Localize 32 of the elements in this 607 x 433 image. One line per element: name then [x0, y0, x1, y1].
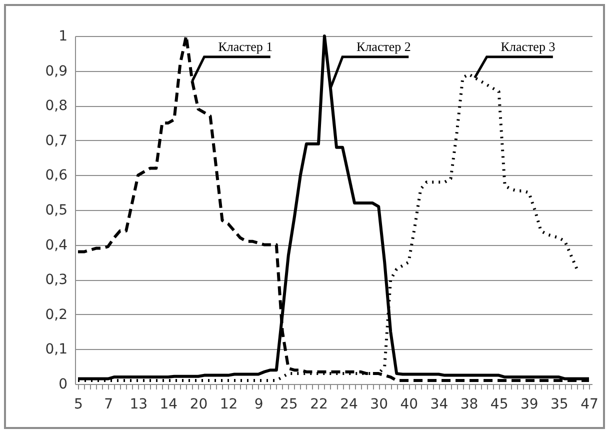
y-tick-label: 0,8: [45, 98, 68, 114]
y-tick-label: 0,4: [45, 237, 68, 254]
x-tick-label: 14: [160, 396, 178, 412]
x-tick-label: 45: [490, 396, 508, 412]
x-tick-label: 22: [310, 396, 328, 412]
text: Кластер 3: [500, 38, 556, 54]
x-tick-label: 20: [190, 396, 208, 412]
text: Кластер 2: [356, 38, 411, 54]
x-tick-label: 39: [520, 396, 538, 412]
x-tick-label: 35: [550, 396, 568, 412]
x-tick-label: 9: [254, 396, 264, 412]
x-tick-label: 38: [460, 396, 478, 412]
x-tick-label: 24: [340, 396, 358, 412]
x-tick-label: 7: [104, 396, 114, 412]
y-tick-label: 1: [58, 28, 68, 44]
x-tick-label: 5: [74, 396, 83, 412]
x-tick-label: 25: [280, 396, 298, 412]
y-tick-label: 0,5: [45, 202, 68, 218]
x-tick-label: 34: [430, 396, 448, 412]
y-tick-label: 0,6: [45, 168, 68, 184]
text: Кластер 1: [218, 38, 273, 54]
x-tick-label: 30: [370, 396, 388, 412]
y-tick-label: 0,1: [45, 342, 68, 358]
x-tick-label: 12: [220, 396, 238, 412]
y-tick-label: 0,2: [45, 306, 68, 323]
x-tick-label: 40: [400, 396, 418, 412]
y-tick-label: 0,3: [45, 272, 68, 288]
y-tick-label: 0,7: [45, 132, 68, 149]
y-tick-label: 0: [58, 376, 68, 392]
y-tick-label: 0,9: [45, 63, 68, 80]
x-tick-label: 13: [130, 396, 148, 412]
x-tick-label: 47: [580, 396, 598, 412]
